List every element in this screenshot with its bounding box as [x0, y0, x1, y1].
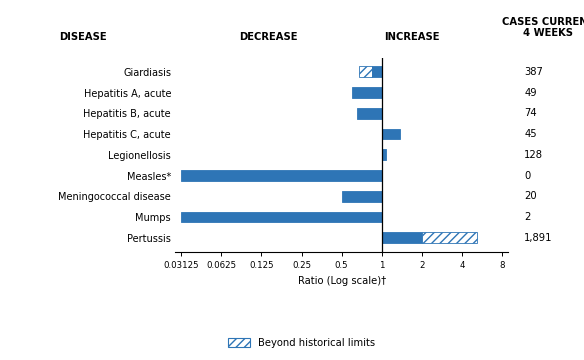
- Bar: [181, 212, 382, 222]
- Text: 1,891: 1,891: [524, 233, 552, 243]
- Text: 20: 20: [524, 191, 537, 201]
- Legend: Beyond historical limits: Beyond historical limits: [228, 338, 376, 348]
- Bar: [422, 232, 477, 243]
- Bar: [359, 67, 373, 77]
- Text: 2: 2: [524, 212, 530, 222]
- Text: DISEASE: DISEASE: [58, 32, 106, 42]
- Bar: [382, 232, 422, 243]
- X-axis label: Ratio (Log scale)†: Ratio (Log scale)†: [297, 276, 386, 285]
- Text: CASES CURRENT
4 WEEKS: CASES CURRENT 4 WEEKS: [502, 17, 584, 38]
- Text: 128: 128: [524, 150, 543, 160]
- Text: 49: 49: [524, 87, 537, 98]
- Bar: [352, 87, 382, 98]
- Bar: [357, 108, 382, 119]
- Bar: [342, 191, 382, 202]
- Bar: [181, 170, 382, 181]
- Text: 0: 0: [524, 171, 530, 181]
- Bar: [373, 67, 382, 77]
- Text: 45: 45: [524, 129, 537, 139]
- Text: 387: 387: [524, 67, 543, 77]
- Text: 74: 74: [524, 108, 537, 118]
- Text: DECREASE: DECREASE: [239, 32, 298, 42]
- Bar: [382, 149, 386, 160]
- Bar: [382, 129, 401, 139]
- Text: INCREASE: INCREASE: [384, 32, 439, 42]
